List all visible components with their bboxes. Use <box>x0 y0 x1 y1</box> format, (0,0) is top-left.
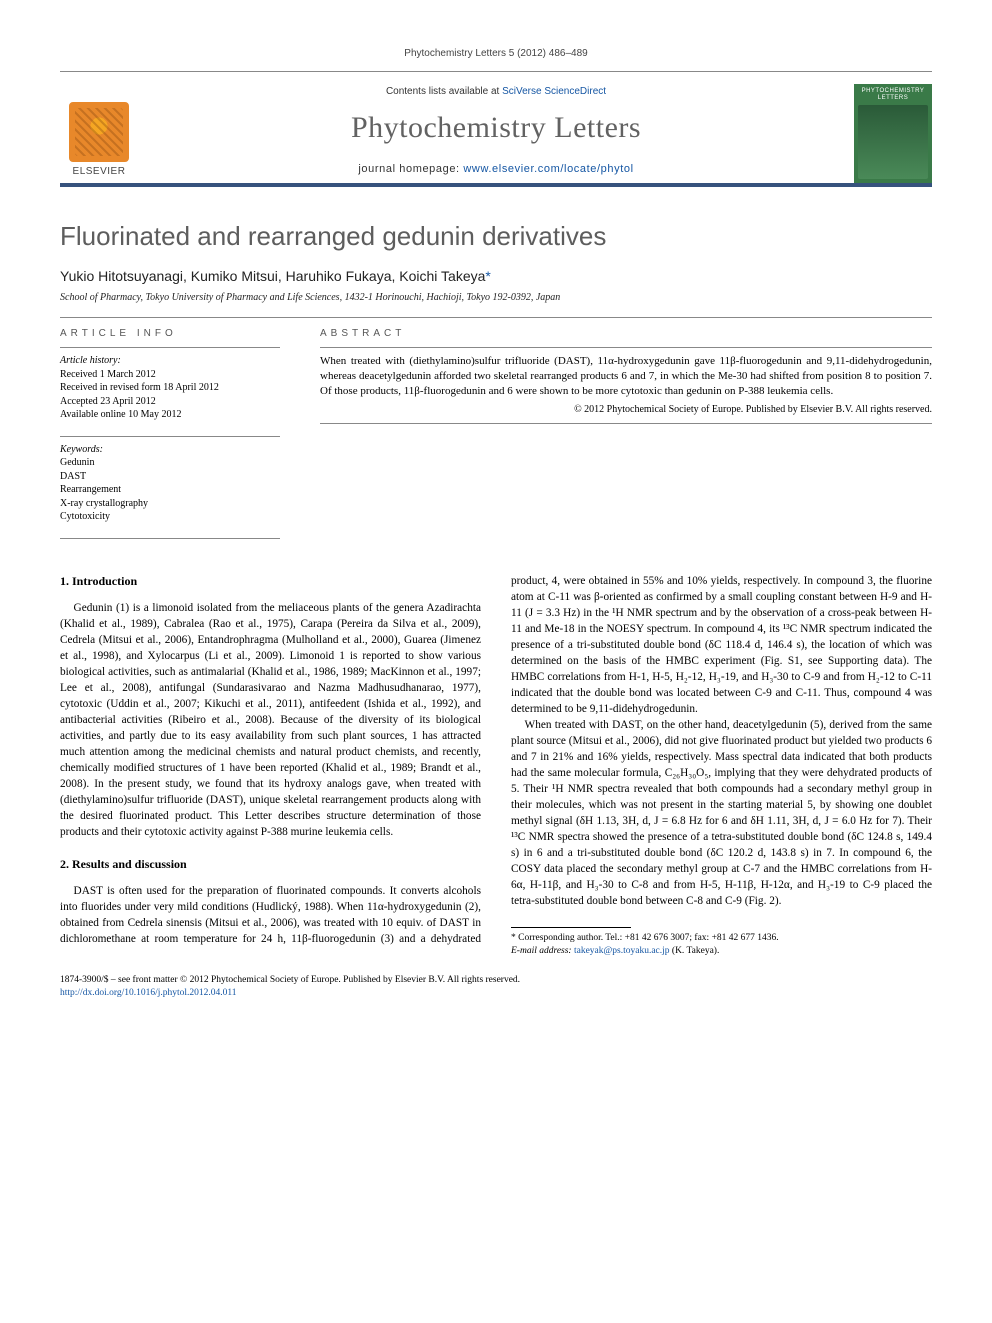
running-citation: Phytochemistry Letters 5 (2012) 486–489 <box>60 48 932 59</box>
journal-title: Phytochemistry Letters <box>154 111 838 145</box>
doi-link[interactable]: http://dx.doi.org/10.1016/j.phytol.2012.… <box>60 988 237 998</box>
keyword: Rearrangement <box>60 483 280 497</box>
divider <box>60 538 280 539</box>
abstract-text: When treated with (diethylamino)sulfur t… <box>320 354 932 400</box>
authors-names: Yukio Hitotsuyanagi, Kumiko Mitsui, Haru… <box>60 268 485 284</box>
divider <box>320 347 932 348</box>
abstract-column: ABSTRACT When treated with (diethylamino… <box>320 328 932 545</box>
keywords-block: Keywords: Gedunin DAST Rearrangement X-r… <box>60 443 280 524</box>
contents-prefix: Contents lists available at <box>386 86 502 97</box>
divider <box>320 423 932 424</box>
article-title: Fluorinated and rearranged gedunin deriv… <box>60 221 932 252</box>
email-line: E-mail address: takeyak@ps.toyaku.ac.jp … <box>511 945 932 958</box>
abstract-heading: ABSTRACT <box>320 328 932 339</box>
sciencedirect-link[interactable]: SciVerse ScienceDirect <box>502 86 606 97</box>
body-paragraph: Gedunin (1) is a limonoid isolated from … <box>60 600 481 840</box>
history-label: Article history: <box>60 355 121 366</box>
cover-caption: PHYTOCHEMISTRY LETTERS <box>858 88 928 101</box>
publisher-logo: ELSEVIER <box>60 84 138 183</box>
cover-image-icon <box>858 105 928 179</box>
keyword: X-ray crystallography <box>60 497 280 511</box>
section-heading-intro: 1. Introduction <box>60 573 481 590</box>
footnotes: * Corresponding author. Tel.: +81 42 676… <box>511 932 932 958</box>
elsevier-tree-icon <box>69 102 129 162</box>
history-accepted: Accepted 23 April 2012 <box>60 396 156 407</box>
email-label: E-mail address: <box>511 946 574 956</box>
affiliation: School of Pharmacy, Tokyo University of … <box>60 292 932 303</box>
history-online: Available online 10 May 2012 <box>60 409 181 420</box>
page-footer: 1874-3900/$ – see front matter © 2012 Ph… <box>60 974 932 1000</box>
body-paragraph: When treated with DAST, on the other han… <box>511 717 932 909</box>
email-who: (K. Takeya). <box>672 946 719 956</box>
homepage-link[interactable]: www.elsevier.com/locate/phytol <box>463 163 633 175</box>
article-info-heading: ARTICLE INFO <box>60 328 280 339</box>
corresponding-author-note: * Corresponding author. Tel.: +81 42 676… <box>511 932 932 945</box>
divider <box>60 436 280 437</box>
keyword: Gedunin <box>60 456 280 470</box>
footnote-rule <box>511 927 631 928</box>
abstract-copyright: © 2012 Phytochemical Society of Europe. … <box>320 404 932 415</box>
article-history: Article history: Received 1 March 2012 R… <box>60 354 280 422</box>
masthead-center: Contents lists available at SciVerse Sci… <box>154 84 838 183</box>
contents-available: Contents lists available at SciVerse Sci… <box>154 86 838 97</box>
divider <box>60 317 932 318</box>
keyword: Cytotoxicity <box>60 510 280 524</box>
corresponding-email-link[interactable]: takeyak@ps.toyaku.ac.jp <box>574 946 670 956</box>
divider <box>60 347 280 348</box>
article-info-column: ARTICLE INFO Article history: Received 1… <box>60 328 280 545</box>
corresponding-mark: * <box>485 268 490 284</box>
keywords-label: Keywords: <box>60 444 103 455</box>
keyword: DAST <box>60 470 280 484</box>
history-revised: Received in revised form 18 April 2012 <box>60 382 219 393</box>
author-list: Yukio Hitotsuyanagi, Kumiko Mitsui, Haru… <box>60 268 932 284</box>
homepage-prefix: journal homepage: <box>358 163 463 175</box>
publisher-name: ELSEVIER <box>73 166 126 177</box>
history-received: Received 1 March 2012 <box>60 369 156 380</box>
section-heading-results: 2. Results and discussion <box>60 856 481 873</box>
issn-copyright-line: 1874-3900/$ – see front matter © 2012 Ph… <box>60 974 932 987</box>
journal-masthead: ELSEVIER Contents lists available at Sci… <box>60 71 932 187</box>
journal-homepage: journal homepage: www.elsevier.com/locat… <box>154 163 838 175</box>
journal-cover-thumb: PHYTOCHEMISTRY LETTERS <box>854 84 932 183</box>
article-body: 1. Introduction Gedunin (1) is a limonoi… <box>60 573 932 958</box>
